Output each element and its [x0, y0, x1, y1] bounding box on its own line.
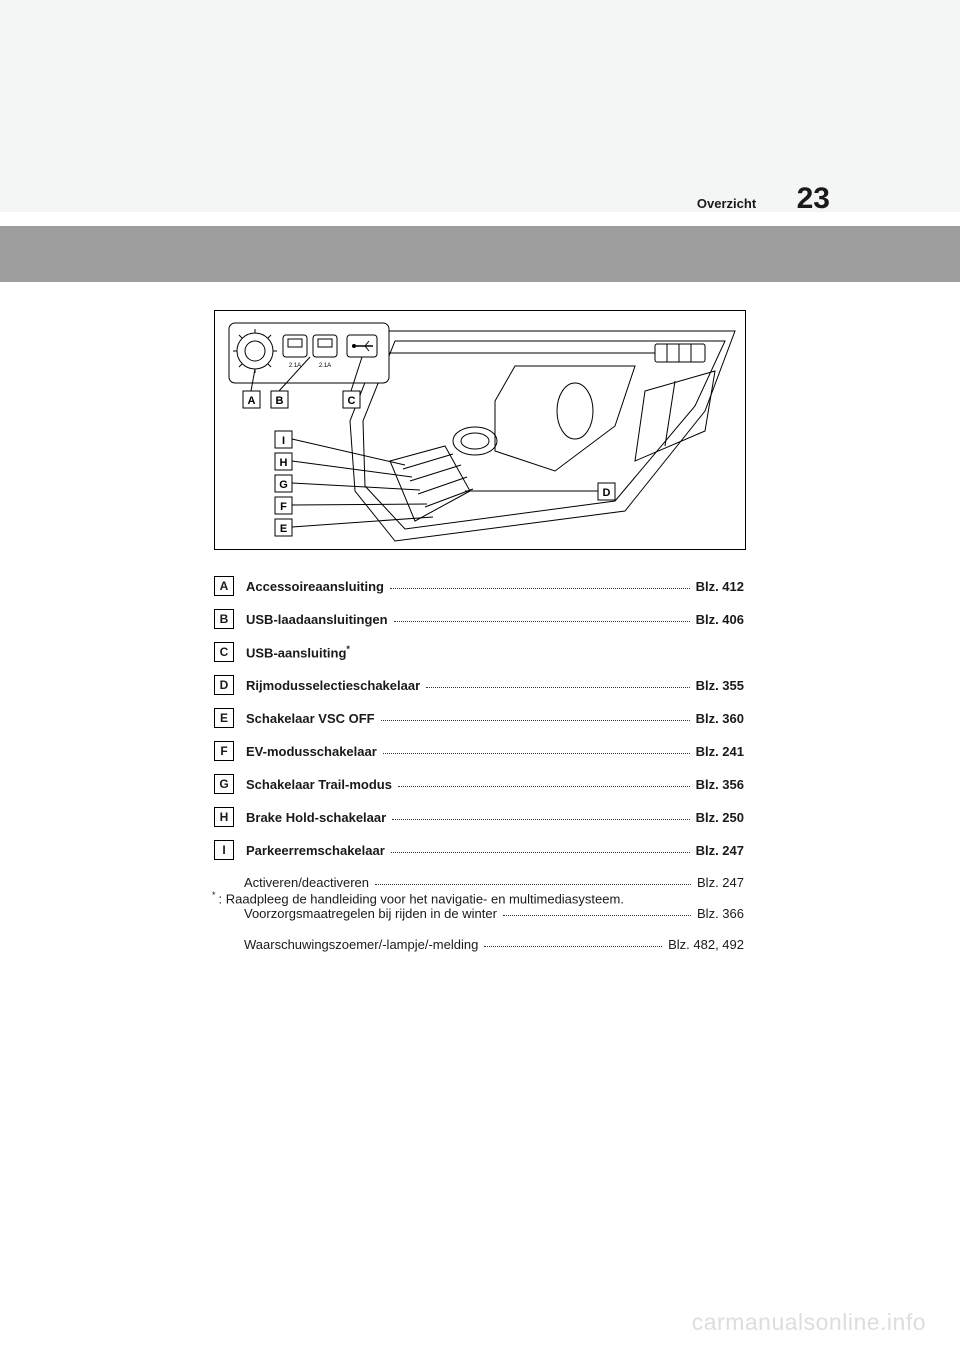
- letter-box-i: I: [214, 840, 234, 860]
- footnote-star: *: [212, 890, 216, 900]
- page-ref: Blz. 355: [696, 678, 744, 693]
- leader-dots: [375, 876, 691, 885]
- callout-i: I: [282, 435, 285, 447]
- leader-dots: [398, 778, 690, 787]
- indent-spacer: [214, 873, 232, 891]
- letter-box-a: A: [214, 576, 234, 596]
- manual-page: Overzicht 23: [0, 0, 960, 1358]
- item-label: Accessoireaansluiting: [234, 579, 384, 594]
- leader-dots: [390, 580, 690, 589]
- list-item: C USB-aansluiting*: [214, 636, 744, 669]
- item-label: USB-laadaansluitingen: [234, 612, 388, 627]
- letter-box-c: C: [214, 642, 234, 662]
- leader-dots: [383, 745, 690, 754]
- page-ref: Blz. 250: [696, 810, 744, 825]
- list-item: E Schakelaar VSC OFF Blz. 360: [214, 702, 744, 735]
- page-number: 23: [797, 182, 830, 216]
- center-console-diagram: 2.1A 2.1A A B C: [214, 310, 746, 550]
- indent-spacer: [214, 904, 232, 922]
- page-ref: Blz. 356: [696, 777, 744, 792]
- list-item: I Parkeerremschakelaar Blz. 247: [214, 834, 744, 867]
- watermark: carmanualsonline.info: [692, 1309, 926, 1336]
- header-dark-bar: [0, 226, 960, 282]
- letter-box-g: G: [214, 774, 234, 794]
- page-ref: Blz. 406: [696, 612, 744, 627]
- list-item: D Rijmodusselectieschakelaar Blz. 355: [214, 669, 744, 702]
- leader-dots: [394, 613, 690, 622]
- leader-dots: [391, 844, 690, 853]
- callout-c: C: [348, 395, 356, 407]
- item-label: EV-modusschakelaar: [234, 744, 377, 759]
- leader-dots: [503, 907, 691, 916]
- page-ref: Blz. 412: [696, 579, 744, 594]
- list-item: H Brake Hold-schakelaar Blz. 250: [214, 801, 744, 834]
- footnote: *: Raadpleeg de handleiding voor het nav…: [212, 890, 744, 906]
- item-label: Rijmodusselectieschakelaar: [234, 678, 420, 693]
- list-item: G Schakelaar Trail-modus Blz. 356: [214, 768, 744, 801]
- top-gray-band: [0, 0, 960, 212]
- callout-h: H: [280, 457, 288, 469]
- callout-a: A: [248, 395, 256, 407]
- letter-box-f: F: [214, 741, 234, 761]
- list-item: Waarschuwingszoemer/-lampje/-melding Blz…: [214, 929, 744, 960]
- page-ref: Blz. 366: [697, 906, 744, 921]
- page-ref: Blz. 247: [696, 843, 744, 858]
- item-label: USB-aansluiting*: [234, 644, 350, 660]
- page-ref: Blz. 482, 492: [668, 937, 744, 952]
- callout-e: E: [280, 523, 287, 535]
- item-label: Schakelaar VSC OFF: [234, 711, 375, 726]
- page-ref: Blz. 360: [696, 711, 744, 726]
- callout-f: F: [280, 501, 287, 513]
- footnote-marker: *: [346, 644, 350, 654]
- list-item: F EV-modusschakelaar Blz. 241: [214, 735, 744, 768]
- console-svg: 2.1A 2.1A A B C: [215, 311, 745, 549]
- letter-box-h: H: [214, 807, 234, 827]
- page-ref: Blz. 247: [697, 875, 744, 890]
- letter-box-b: B: [214, 609, 234, 629]
- item-sublabel: Waarschuwingszoemer/-lampje/-melding: [232, 937, 478, 952]
- item-sublabel: Voorzorgsmaatregelen bij rijden in de wi…: [232, 906, 497, 921]
- item-sublabel: Activeren/deactiveren: [232, 875, 369, 890]
- item-label: Schakelaar Trail-modus: [234, 777, 392, 792]
- page-header: Overzicht 23: [697, 182, 830, 216]
- letter-box-e: E: [214, 708, 234, 728]
- item-label: Parkeerremschakelaar: [234, 843, 385, 858]
- callout-g: G: [279, 479, 288, 491]
- leader-dots: [392, 811, 689, 820]
- page-ref: Blz. 241: [696, 744, 744, 759]
- list-item: B USB-laadaansluitingen Blz. 406: [214, 603, 744, 636]
- letter-box-d: D: [214, 675, 234, 695]
- leader-dots: [484, 938, 662, 947]
- item-label: Brake Hold-schakelaar: [234, 810, 386, 825]
- footnote-text: : Raadpleeg de handleiding voor het navi…: [219, 891, 624, 906]
- list-item: A Accessoireaansluiting Blz. 412: [214, 570, 744, 603]
- section-title: Overzicht: [697, 196, 756, 211]
- indent-spacer: [214, 935, 232, 953]
- usb-label-2: 2.1A: [319, 363, 331, 369]
- leader-dots: [381, 712, 690, 721]
- callout-b: B: [276, 395, 284, 407]
- callout-d: D: [603, 487, 611, 499]
- leader-dots: [426, 679, 689, 688]
